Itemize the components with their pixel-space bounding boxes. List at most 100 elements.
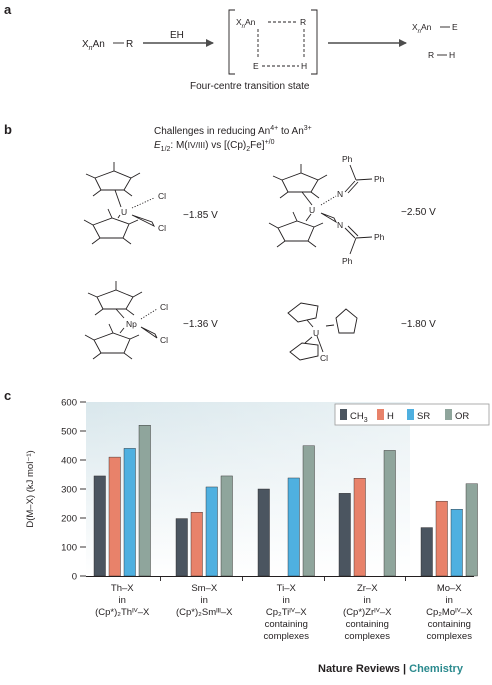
legend-label-ch3: CH3 bbox=[350, 411, 368, 424]
product-r: R bbox=[428, 50, 434, 60]
bar-or bbox=[302, 445, 315, 577]
ts-right-bracket bbox=[311, 9, 318, 75]
bar-ch3 bbox=[338, 493, 351, 577]
x-category-label: Cp₂Tiᴵⱽ–X bbox=[266, 607, 307, 618]
panel-a-label: a bbox=[4, 2, 12, 17]
bar-h bbox=[108, 456, 121, 577]
panel-b-heading-2: E1/2: M(IV/III) vs [(Cp)2Fe]+/0 bbox=[154, 139, 275, 153]
y-tick-label: 300 bbox=[61, 485, 77, 496]
reagent-eh: EH bbox=[170, 30, 184, 41]
complex-1-metal: U bbox=[121, 207, 127, 217]
ts-e: E bbox=[253, 61, 259, 71]
bar-sr bbox=[205, 486, 218, 577]
legend-swatch-sr bbox=[407, 409, 414, 420]
reactant-r: R bbox=[126, 39, 133, 50]
x-category-label: (Cp*)₂Smᴵᴵᴵ–X bbox=[176, 607, 233, 618]
panel-b: b Challenges in reducing An4+ to An3+ E1… bbox=[4, 122, 436, 363]
bar-sr bbox=[450, 509, 463, 577]
legend-label-h: H bbox=[387, 411, 394, 422]
complex-1-cl-1: Cl bbox=[158, 191, 166, 201]
bar-series bbox=[93, 425, 478, 577]
complex-2-potential: −2.50 V bbox=[401, 207, 436, 218]
ts-dashed-bonds bbox=[257, 21, 305, 67]
bar-ch3 bbox=[257, 488, 270, 577]
panel-a: a XnAn R EH XnAn R E H Four-centre trans… bbox=[4, 2, 458, 92]
ts-r: R bbox=[300, 17, 306, 27]
bar-sr bbox=[287, 477, 300, 577]
complex-2-n-2: N bbox=[337, 220, 343, 230]
complex-3-metal: Np bbox=[126, 319, 137, 329]
complex-2-ph-2: Ph bbox=[374, 174, 385, 184]
x-category-label: Sm–X bbox=[191, 583, 218, 594]
bar-or bbox=[383, 450, 396, 577]
complex-4-potential: −1.80 V bbox=[401, 319, 436, 330]
complex-2-n-1: N bbox=[337, 189, 343, 199]
x-category-label: in bbox=[364, 595, 371, 606]
legend-swatch-or bbox=[445, 409, 452, 420]
complex-2-ph-4: Ph bbox=[342, 256, 353, 266]
ts-caption: Four-centre transition state bbox=[190, 81, 310, 92]
x-category-label: Cp₂Moᴵⱽ–X bbox=[426, 607, 473, 618]
y-axis-label: D(M–X) (kJ mol⁻¹) bbox=[25, 450, 36, 527]
x-category-label: containing bbox=[265, 619, 308, 630]
journal-footer: Nature Reviews | Chemistry bbox=[318, 663, 463, 675]
x-category-label: in bbox=[283, 595, 290, 606]
x-category-label: complexes bbox=[264, 631, 310, 642]
panel-b-label: b bbox=[4, 122, 12, 137]
x-axis-categories: Th–Xin(Cp*)₂Thᴵⱽ–XSm–Xin(Cp*)₂Smᴵᴵᴵ–XTi–… bbox=[95, 576, 473, 642]
product-h: H bbox=[449, 50, 455, 60]
x-category-label: Th–X bbox=[111, 583, 134, 594]
complex-3-potential: −1.36 V bbox=[183, 319, 218, 330]
legend-label-or: OR bbox=[455, 411, 469, 422]
y-tick-label: 400 bbox=[61, 456, 77, 467]
bar-ch3 bbox=[420, 527, 433, 577]
complex-1-cl-2: Cl bbox=[158, 223, 166, 233]
bar-ch3 bbox=[93, 475, 106, 577]
bar-or bbox=[138, 425, 151, 577]
x-category-label: in bbox=[119, 595, 126, 606]
x-category-label: Zr–X bbox=[357, 583, 378, 594]
complex-2-ph-3: Ph bbox=[374, 232, 385, 242]
complex-2-ph-1: Ph bbox=[342, 154, 353, 164]
complex-3-cl-2: Cl bbox=[160, 335, 168, 345]
x-category-label: complexes bbox=[345, 631, 391, 642]
panel-c: c D(M–X) (kJ mol⁻¹) 0100200300400500600 … bbox=[4, 388, 492, 642]
ts-metal: XnAn bbox=[236, 17, 256, 30]
complex-2-structure bbox=[268, 164, 373, 255]
y-tick-label: 500 bbox=[61, 427, 77, 438]
complex-4-cl: Cl bbox=[320, 353, 328, 363]
bar-sr bbox=[123, 448, 136, 577]
x-category-label: Mo–X bbox=[437, 583, 462, 594]
x-category-label: Ti–X bbox=[277, 583, 297, 594]
x-category-label: complexes bbox=[427, 631, 473, 642]
legend-swatch-ch3 bbox=[340, 409, 347, 420]
panel-c-label: c bbox=[4, 388, 11, 403]
bar-or bbox=[220, 475, 233, 577]
ts-left-bracket bbox=[228, 9, 235, 75]
y-tick-label: 600 bbox=[61, 398, 77, 409]
complex-4-structure bbox=[287, 302, 358, 361]
bar-or bbox=[465, 483, 478, 577]
x-category-label: in bbox=[446, 595, 453, 606]
product-xnan: XnAn bbox=[412, 22, 432, 35]
footer-separator: | bbox=[399, 663, 410, 675]
x-category-label: (Cp*)₂Thᴵⱽ–X bbox=[95, 607, 150, 618]
panel-b-heading-1: Challenges in reducing An4+ to An3+ bbox=[154, 125, 312, 137]
legend-label-sr: SR bbox=[417, 411, 430, 422]
y-axis: 0 100 200 300 400 500 600 bbox=[61, 398, 86, 583]
complex-3-structure bbox=[84, 281, 158, 360]
x-category-label: (Cp*)Zrᴵⱽ–X bbox=[343, 607, 392, 618]
reactant-label: XnAn bbox=[82, 39, 105, 52]
product-e: E bbox=[452, 22, 458, 32]
complex-4-metal: U bbox=[313, 328, 319, 338]
complex-1-structure bbox=[83, 162, 156, 245]
ts-h: H bbox=[301, 61, 307, 71]
bar-h bbox=[190, 512, 203, 577]
x-category-label: containing bbox=[346, 619, 389, 630]
y-tick-label: 200 bbox=[61, 514, 77, 525]
footer-journal: Nature Reviews bbox=[318, 663, 400, 675]
complex-2-metal: U bbox=[309, 205, 315, 215]
bar-ch3 bbox=[175, 518, 188, 577]
x-category-label: containing bbox=[428, 619, 471, 630]
